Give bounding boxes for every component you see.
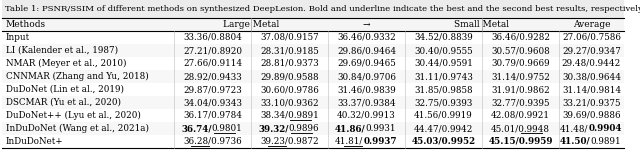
Text: 0.9801: 0.9801: [212, 124, 243, 133]
Text: 28.31/0.9185: 28.31/0.9185: [260, 46, 319, 55]
Text: 30.79/0.9669: 30.79/0.9669: [491, 59, 550, 68]
Text: 29.48/0.9442: 29.48/0.9442: [562, 59, 621, 68]
Text: 31.91/0.9862: 31.91/0.9862: [491, 85, 550, 94]
Text: 0.9891: 0.9891: [591, 137, 621, 146]
Text: 39.23/0.9872: 39.23/0.9872: [260, 137, 319, 146]
Text: Methods: Methods: [6, 20, 46, 29]
Text: 39.69/0.9886: 39.69/0.9886: [562, 111, 621, 120]
Bar: [2, 122, 624, 135]
Text: 41.56/0.9919: 41.56/0.9919: [414, 111, 473, 120]
Text: 36.17/0.9784: 36.17/0.9784: [183, 111, 242, 120]
Text: 32.77/0.9395: 32.77/0.9395: [492, 98, 550, 107]
Text: →: →: [363, 20, 371, 29]
Text: 40.32/0.9913: 40.32/0.9913: [337, 111, 396, 120]
Text: 36.28/0.9736: 36.28/0.9736: [183, 137, 242, 146]
Text: 30.57/0.9608: 30.57/0.9608: [491, 46, 550, 55]
Text: 0.9904: 0.9904: [588, 124, 622, 133]
Text: LI (Kalender et al., 1987): LI (Kalender et al., 1987): [6, 46, 118, 55]
Text: 33.37/0.9384: 33.37/0.9384: [337, 98, 396, 107]
Text: 29.69/0.9465: 29.69/0.9465: [337, 59, 396, 68]
Text: 31.85/0.9858: 31.85/0.9858: [414, 85, 473, 94]
Text: NMAR (Meyer et al., 2010): NMAR (Meyer et al., 2010): [6, 59, 127, 68]
Text: 36.46/0.9282: 36.46/0.9282: [491, 33, 550, 42]
Bar: [2, 18, 624, 31]
Text: Large Metal: Large Metal: [223, 20, 279, 29]
Text: 41.50/: 41.50/: [560, 137, 591, 146]
Text: 28.92/0.9433: 28.92/0.9433: [183, 72, 242, 81]
Text: 29.87/0.9723: 29.87/0.9723: [183, 85, 242, 94]
Text: 29.27/0.9347: 29.27/0.9347: [562, 46, 621, 55]
Bar: [2, 57, 624, 70]
Text: 41.86/: 41.86/: [335, 124, 366, 133]
Text: DuDoNet++ (Lyu et al., 2020): DuDoNet++ (Lyu et al., 2020): [6, 111, 141, 120]
Bar: [2, 83, 624, 96]
Text: 0.9896: 0.9896: [289, 124, 319, 133]
Text: 0.9931: 0.9931: [366, 124, 396, 133]
Text: 33.21/0.9375: 33.21/0.9375: [563, 98, 621, 107]
Text: 31.11/0.9743: 31.11/0.9743: [414, 72, 473, 81]
Text: 30.44/0.9591: 30.44/0.9591: [414, 59, 473, 68]
Text: 27.66/0.9114: 27.66/0.9114: [183, 59, 242, 68]
Text: 33.10/0.9362: 33.10/0.9362: [260, 98, 319, 107]
Text: 27.06/0.7586: 27.06/0.7586: [562, 33, 621, 42]
Text: 30.40/0.9555: 30.40/0.9555: [414, 46, 473, 55]
Text: 29.86/0.9464: 29.86/0.9464: [337, 46, 396, 55]
Text: 36.46/0.9332: 36.46/0.9332: [337, 33, 396, 42]
Bar: [2, 109, 624, 122]
Text: 34.52/0.8839: 34.52/0.8839: [414, 33, 473, 42]
Text: 31.14/0.9814: 31.14/0.9814: [562, 85, 621, 94]
Text: CNNMAR (Zhang and Yu, 2018): CNNMAR (Zhang and Yu, 2018): [6, 72, 148, 81]
Text: 45.01/0.9948: 45.01/0.9948: [491, 124, 550, 133]
Bar: [2, 44, 624, 57]
Text: 44.47/0.9942: 44.47/0.9942: [414, 124, 473, 133]
Text: 30.84/0.9706: 30.84/0.9706: [337, 72, 396, 81]
Text: Table 1: PSNR/SSIM of different methods on synthesized DeepLesion. Bold and unde: Table 1: PSNR/SSIM of different methods …: [5, 5, 640, 13]
Text: 31.46/0.9839: 31.46/0.9839: [337, 85, 396, 94]
Bar: [2, 31, 624, 44]
Text: 45.15/0.9959: 45.15/0.9959: [488, 137, 553, 146]
Text: 30.60/0.9786: 30.60/0.9786: [260, 85, 319, 94]
Text: 32.75/0.9393: 32.75/0.9393: [414, 98, 473, 107]
Text: Input: Input: [6, 33, 30, 42]
Text: 45.03/0.9952: 45.03/0.9952: [412, 137, 476, 146]
Bar: [2, 96, 624, 109]
Text: 27.21/0.8920: 27.21/0.8920: [183, 46, 242, 55]
Text: 28.81/0.9373: 28.81/0.9373: [260, 59, 319, 68]
Text: 34.04/0.9343: 34.04/0.9343: [183, 98, 242, 107]
Text: 30.38/0.9644: 30.38/0.9644: [562, 72, 621, 81]
Text: 38.34/0.9891: 38.34/0.9891: [260, 111, 319, 120]
Text: InDuDoNet (Wang et al., 2021a): InDuDoNet (Wang et al., 2021a): [6, 124, 149, 133]
Text: 39.32/: 39.32/: [259, 124, 289, 133]
Text: 0.9937: 0.9937: [364, 137, 397, 146]
Text: DSCMAR (Yu et al., 2020): DSCMAR (Yu et al., 2020): [6, 98, 121, 107]
Bar: [2, 70, 624, 83]
Text: 41.48/: 41.48/: [560, 124, 588, 133]
Text: 29.89/0.9588: 29.89/0.9588: [260, 72, 319, 81]
Text: Average: Average: [573, 20, 611, 29]
Text: 41.81/: 41.81/: [335, 137, 364, 146]
Text: 33.36/0.8804: 33.36/0.8804: [183, 33, 242, 42]
Text: 37.08/0.9157: 37.08/0.9157: [260, 33, 319, 42]
Bar: [2, 135, 624, 148]
Text: 31.14/0.9752: 31.14/0.9752: [491, 72, 550, 81]
Text: 36.74/: 36.74/: [181, 124, 212, 133]
Text: Small Metal: Small Metal: [454, 20, 509, 29]
Text: DuDoNet (Lin et al., 2019): DuDoNet (Lin et al., 2019): [6, 85, 124, 94]
Text: InDuDoNet+: InDuDoNet+: [6, 137, 63, 146]
Bar: [2, 0, 624, 18]
Text: 42.08/0.9921: 42.08/0.9921: [491, 111, 550, 120]
